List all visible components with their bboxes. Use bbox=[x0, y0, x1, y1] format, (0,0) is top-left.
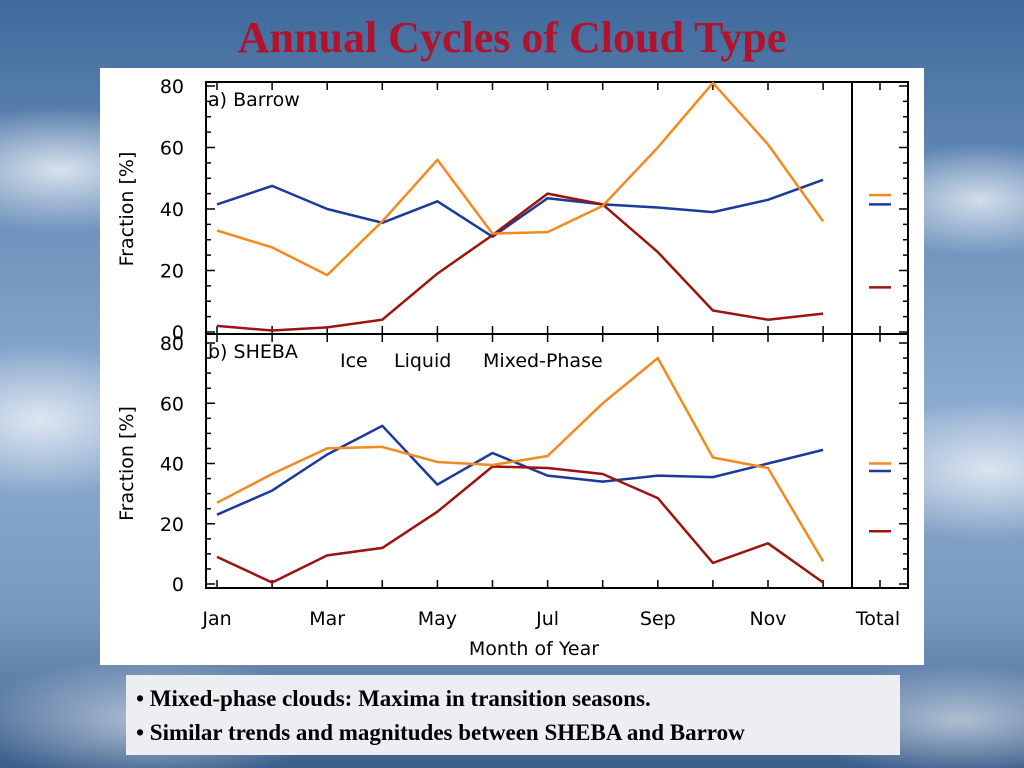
y-tick-label-sheba: 60 bbox=[160, 393, 184, 415]
y-axis-label-sheba: Fraction [%] bbox=[116, 406, 138, 521]
y-tick-label-barrow: 80 bbox=[160, 76, 184, 98]
y-tick-label-sheba: 0 bbox=[172, 574, 184, 596]
summary-bullets: • Mixed-phase clouds: Maxima in transiti… bbox=[126, 675, 900, 755]
x-tick-label-sep: Sep bbox=[640, 608, 676, 630]
y-tick-label-sheba: 20 bbox=[160, 514, 184, 536]
legend-liquid: Liquid bbox=[394, 350, 451, 372]
bullet-similar-trends: • Similar trends and magnitudes between … bbox=[136, 720, 745, 745]
y-tick-label-barrow: 0 bbox=[172, 322, 184, 344]
x-tick-label-jan: Jan bbox=[201, 608, 231, 630]
legend-mixed-phase: Mixed-Phase bbox=[483, 350, 603, 372]
panel-frame-sheba bbox=[205, 333, 909, 589]
chart-panel: 0 20 40 60 80 Fraction [%] a) Barrow 0 20 40 60 80 F… bbox=[100, 68, 924, 665]
y-tick-label-sheba: 40 bbox=[160, 454, 184, 476]
series-line-ice-barrow bbox=[216, 178, 824, 238]
x-tick-label-total: Total bbox=[855, 608, 900, 630]
series-line-liquid-barrow bbox=[216, 192, 824, 332]
series-line-ice-sheba bbox=[216, 424, 824, 516]
y-tick-label-sheba: 80 bbox=[160, 333, 184, 355]
cloud-type-chart: 0 20 40 60 80 Fraction [%] a) Barrow 0 20 40 60 80 F… bbox=[116, 76, 909, 660]
legend-ice: Ice bbox=[340, 350, 368, 372]
series-line-liquid-sheba bbox=[216, 465, 824, 584]
x-tick-label-may: May bbox=[418, 608, 457, 630]
x-tick-label-jul: Jul bbox=[535, 608, 559, 630]
y-tick-label-barrow: 40 bbox=[160, 199, 184, 221]
panel-title-barrow: a) Barrow bbox=[208, 89, 300, 111]
y-tick-label-barrow: 60 bbox=[160, 138, 184, 160]
y-axis-label-barrow: Fraction [%] bbox=[116, 152, 138, 267]
x-tick-label-nov: Nov bbox=[749, 608, 786, 630]
slide-title: Annual Cycles of Cloud Type bbox=[237, 13, 787, 62]
y-tick-label-barrow: 20 bbox=[160, 261, 184, 283]
x-axis-label: Month of Year bbox=[469, 638, 599, 660]
series-line-mixed-phase-sheba bbox=[216, 356, 825, 563]
bullet-mixed-phase-maxima: • Mixed-phase clouds: Maxima in transiti… bbox=[136, 686, 651, 711]
panel-frame-barrow bbox=[205, 81, 909, 335]
x-tick-label-mar: Mar bbox=[309, 608, 345, 630]
panel-title-sheba: b) SHEBA bbox=[208, 341, 298, 363]
series-line-mixed-phase-barrow bbox=[216, 81, 825, 277]
